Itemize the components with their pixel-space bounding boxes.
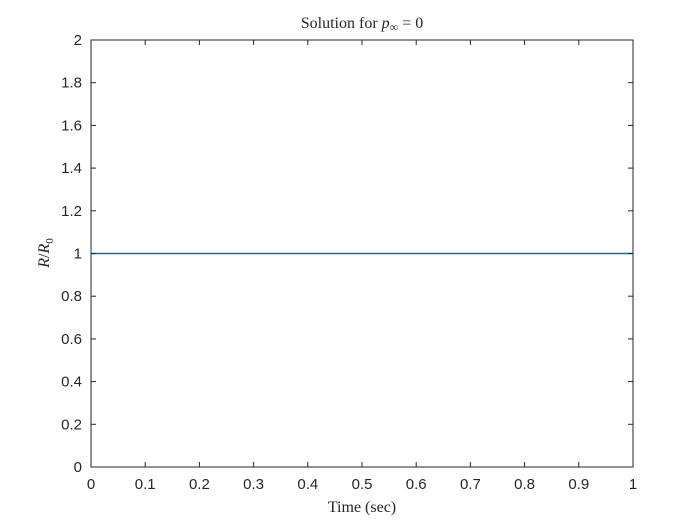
y-label-subscript: 0: [44, 238, 56, 244]
x-tick-label: 0.2: [189, 476, 210, 493]
y-tick-label: 0.8: [61, 288, 82, 305]
plot-area: 0 0.1 0.2 0.3 0.4 0.5 0.6 0.7 0.8 0.9 1 0 0.2 0.4 0.6 0…: [61, 32, 637, 493]
y-tick-label: 0.4: [61, 374, 82, 391]
y-label-numerator: R: [36, 258, 53, 269]
chart-title: Solution for p∞ = 0: [301, 15, 423, 34]
x-tick-label: 1: [629, 476, 637, 493]
x-tick-label: 0.8: [514, 476, 535, 493]
title-subscript: ∞: [390, 20, 399, 34]
y-tick-label: 1.6: [61, 117, 82, 134]
y-tick-label: 2: [74, 32, 82, 49]
x-tick-label: 0.3: [243, 476, 264, 493]
y-axis-label: R/R0: [36, 238, 56, 269]
y-tick-label: 0.6: [61, 331, 82, 348]
x-tick-label: 0.5: [352, 476, 373, 493]
y-tick-label: 0: [74, 459, 82, 476]
x-tick-label: 0.1: [135, 476, 156, 493]
title-variable: p: [381, 15, 390, 32]
x-axis-label: Time (sec): [328, 499, 396, 516]
x-tick-label: 0.6: [406, 476, 427, 493]
ticks-layer: 0 0.1 0.2 0.3 0.4 0.5 0.6 0.7 0.8 0.9 1 0 0.2 0.4 0.6 0…: [61, 32, 637, 493]
title-prefix: Solution for: [301, 15, 382, 32]
x-tick-label: 0.9: [568, 476, 589, 493]
y-tick-label: 1: [74, 246, 82, 263]
x-tick-label: 0.7: [460, 476, 481, 493]
title-suffix: = 0: [398, 15, 423, 32]
y-tick-label: 1.2: [61, 203, 82, 220]
x-tick-label: 0: [87, 476, 95, 493]
y-tick-label: 1.8: [61, 75, 82, 92]
y-tick-label: 1.4: [61, 160, 82, 177]
y-tick-label: 0.2: [61, 416, 82, 433]
y-label-slash: /: [36, 253, 53, 258]
y-label-denominator: R: [36, 244, 53, 255]
x-tick-label: 0.4: [297, 476, 318, 493]
